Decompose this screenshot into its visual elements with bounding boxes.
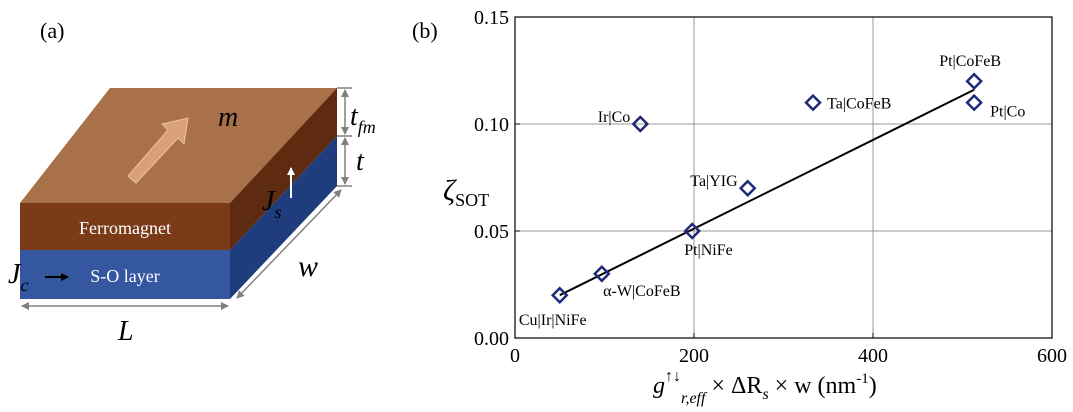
magnetization-arrow-icon: [127, 117, 189, 184]
y-axis-label-sub: SOT: [455, 190, 489, 210]
x-axis-label-times-w: × w (nm: [769, 373, 857, 399]
x-tick-label-3: 600: [1037, 345, 1067, 367]
ferromagnet-front-face: [20, 203, 230, 250]
jc-label: Jc: [8, 259, 28, 295]
point-label-7: Ir|Co: [598, 109, 631, 126]
data-point-1: [593, 265, 611, 283]
data-point-5: [965, 72, 983, 90]
w-label: w: [298, 250, 318, 283]
x-axis-label-g-sup: ↑↓: [665, 368, 681, 385]
data-point-2: [683, 222, 701, 240]
point-label-0: Cu|Ir|NiFe: [519, 312, 587, 329]
fit-line-segment: [559, 88, 975, 297]
x-axis-label-g: g: [653, 373, 665, 399]
tfm-label: tfm: [350, 101, 376, 137]
x-tick-label-1: 200: [679, 345, 709, 367]
panel-b-label: (b): [412, 18, 438, 43]
y-axis-label: ζSOT: [443, 174, 489, 210]
y-axis-label-main: ζ: [443, 174, 457, 207]
js-sub: s: [274, 202, 281, 222]
data-points: [550, 72, 983, 304]
x-axis-label-close: ): [869, 373, 877, 399]
x-axis-label-g-sub: r,eff: [681, 390, 708, 407]
y-tick-label-3: 0.15: [474, 7, 509, 29]
x-tick-label-2: 400: [858, 345, 888, 367]
y-tick-label-2: 0.10: [474, 114, 509, 136]
ferromagnet-label: Ferromagnet: [79, 218, 171, 238]
magnetization-label: m: [218, 102, 238, 133]
point-labels: Cu|Ir|NiFe α-W|CoFeB Pt|NiFe Ta|YIG Ta|CoFeB…: [519, 53, 1025, 329]
point-label-5: Pt|CoFeB: [939, 53, 1001, 70]
x-tick-label-0: 0: [510, 345, 520, 367]
data-point-4: [804, 93, 822, 112]
panel-b: (b) 0 200 400 600 0.00 0.05 0.10 0.15 Cu|Ir|NiF…: [412, 7, 1067, 407]
ticks: 0 200 400 600 0.00 0.05 0.10 0.15: [474, 7, 1067, 367]
point-label-6: Pt|Co: [990, 104, 1025, 121]
grid: [515, 17, 1052, 338]
top-face: [20, 88, 337, 203]
point-label-3: Ta|YIG: [690, 173, 738, 190]
l-label: L: [117, 316, 134, 347]
y-tick-label-0: 0.00: [474, 328, 509, 350]
data-point-3: [738, 179, 757, 197]
jc-main: J: [8, 259, 22, 290]
x-axis-label-unit-sup: -1: [856, 371, 869, 387]
fit-line: [559, 88, 975, 297]
data-point-6: [965, 93, 983, 112]
point-label-4: Ta|CoFeB: [827, 96, 891, 113]
point-label-2: Pt|NiFe: [684, 242, 733, 259]
so-layer-front-face: [20, 250, 230, 299]
x-axis-label: g↑↓r,eff × ΔRs × w (nm-1): [653, 368, 877, 407]
y-tick-label-1: 0.05: [474, 221, 509, 243]
x-axis-label-rs-sub: s: [762, 386, 768, 403]
w-dim-line: [236, 189, 342, 299]
point-label-1: α-W|CoFeB: [603, 283, 680, 300]
x-axis-label-times-r: × ΔR: [705, 373, 762, 399]
t-label: t: [356, 146, 365, 177]
so-layer-label: S-O layer: [90, 266, 159, 286]
panel-a-label: (a): [40, 18, 64, 43]
tfm-sub: fm: [358, 117, 376, 137]
plot-frame: [514, 16, 1053, 339]
panel-a: (a) m Js Ferromagnet S-O layer Jc tfm: [8, 18, 376, 347]
data-point-0: [550, 286, 569, 304]
jc-sub: c: [20, 275, 28, 295]
data-point-7: [631, 115, 650, 133]
tfm-main: t: [350, 101, 359, 132]
